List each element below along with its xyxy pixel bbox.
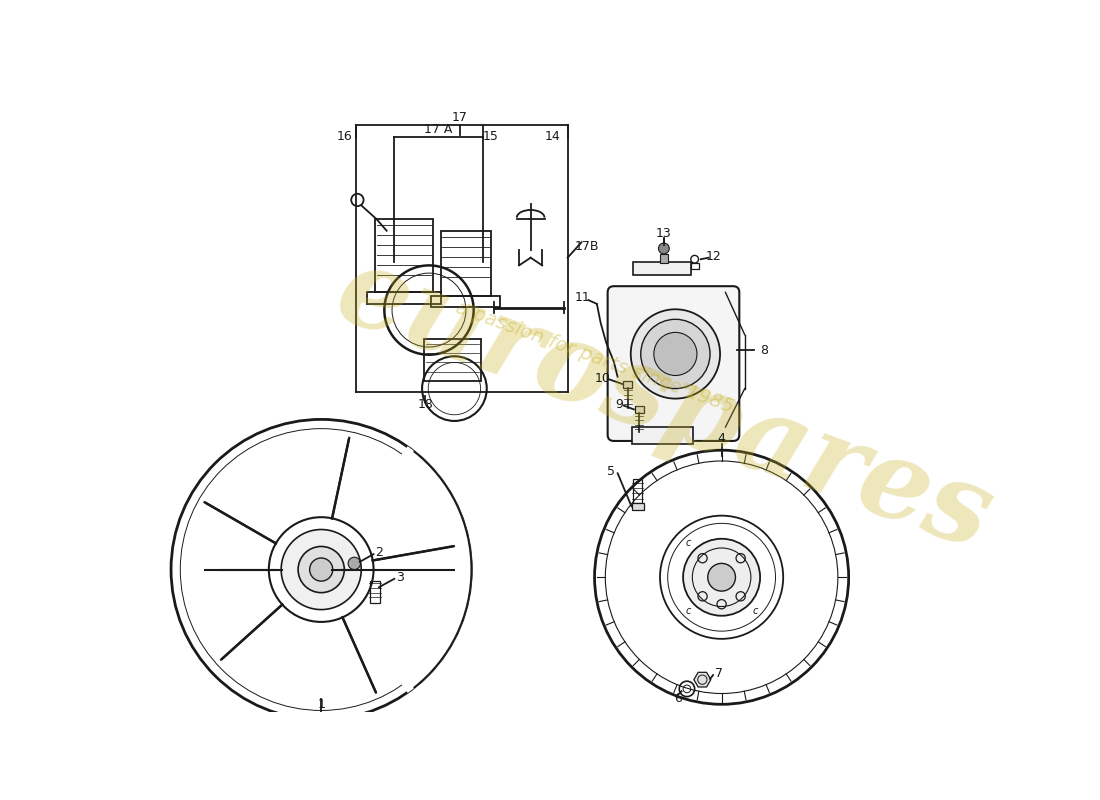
Text: 14: 14 <box>544 130 560 143</box>
Circle shape <box>707 563 736 591</box>
Bar <box>634 479 642 502</box>
Circle shape <box>659 243 669 254</box>
Text: 7: 7 <box>715 667 724 680</box>
Circle shape <box>683 538 760 616</box>
Text: 17: 17 <box>452 111 468 124</box>
Bar <box>440 230 491 296</box>
Text: 1: 1 <box>317 698 326 711</box>
Text: 6: 6 <box>674 693 682 706</box>
Text: 2: 2 <box>375 546 383 559</box>
Circle shape <box>298 546 344 593</box>
Text: c: c <box>685 606 691 616</box>
Circle shape <box>310 558 333 581</box>
Circle shape <box>630 310 720 398</box>
Text: c: c <box>685 538 691 549</box>
Bar <box>431 296 499 307</box>
Text: 17 A: 17 A <box>425 123 452 136</box>
Bar <box>367 292 440 304</box>
Bar <box>660 254 668 263</box>
Bar <box>375 219 433 292</box>
Text: a passion for parts since 1985: a passion for parts since 1985 <box>453 298 736 417</box>
Text: 15: 15 <box>483 130 498 143</box>
Circle shape <box>348 558 361 570</box>
Circle shape <box>653 332 697 375</box>
Text: 8: 8 <box>760 344 768 357</box>
Text: 5: 5 <box>607 466 616 478</box>
Text: 13: 13 <box>656 226 672 239</box>
Circle shape <box>282 530 361 610</box>
Text: 18: 18 <box>417 398 433 410</box>
Bar <box>623 381 632 388</box>
Bar <box>370 581 381 602</box>
Circle shape <box>640 319 711 389</box>
Bar <box>631 427 693 444</box>
Text: 17B: 17B <box>574 240 600 253</box>
Text: 16: 16 <box>337 130 352 143</box>
Bar <box>635 406 643 414</box>
Text: 12: 12 <box>706 250 722 262</box>
Text: 9: 9 <box>615 398 623 410</box>
Text: 3: 3 <box>397 570 405 584</box>
Bar <box>634 262 691 275</box>
Text: 11: 11 <box>575 291 591 304</box>
Text: c: c <box>752 606 758 616</box>
Text: eurospares: eurospares <box>322 236 1005 572</box>
FancyBboxPatch shape <box>607 286 739 441</box>
Text: 4: 4 <box>717 432 726 445</box>
Bar <box>424 338 482 381</box>
Bar <box>631 502 644 510</box>
Text: 10: 10 <box>594 372 610 385</box>
Bar <box>691 263 698 270</box>
